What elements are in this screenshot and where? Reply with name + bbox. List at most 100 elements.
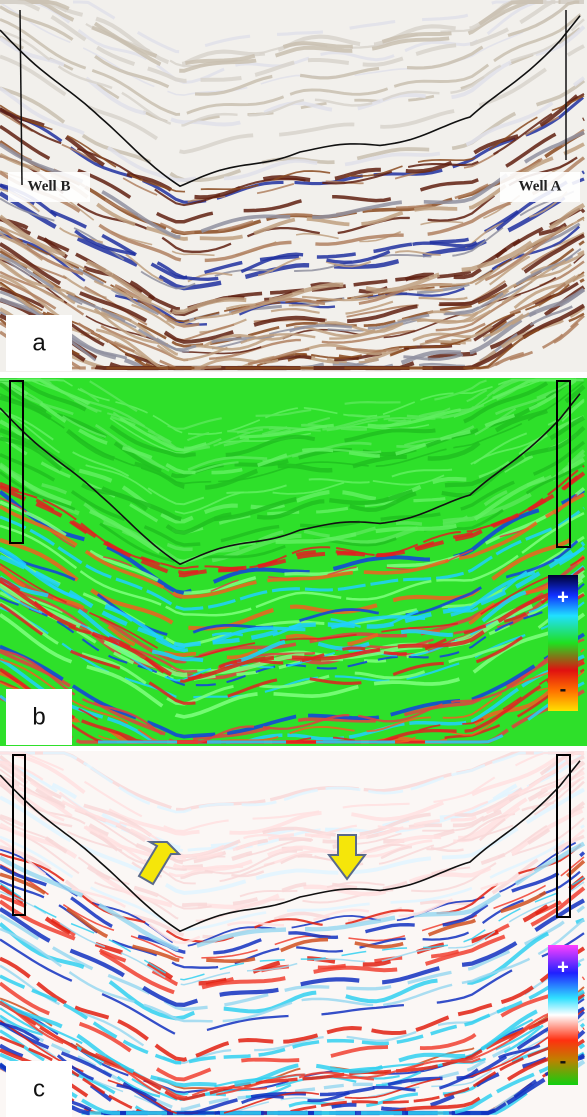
reflector [0, 881, 585, 986]
reflector [0, 384, 586, 490]
reflector [0, 529, 586, 631]
reflector [0, 995, 585, 1102]
reflector [0, 998, 585, 1101]
reflector [0, 277, 585, 370]
reflector [0, 932, 585, 1037]
reflector [0, 271, 585, 369]
reflector [0, 177, 585, 281]
reflector [0, 0, 584, 83]
reflector [0, 378, 584, 450]
reflector [0, 856, 585, 960]
reflector [0, 918, 585, 1023]
reflector [0, 398, 585, 506]
reflector [0, 654, 585, 744]
well-label: Well B [28, 178, 71, 194]
reflector [0, 233, 585, 342]
reflector [0, 1, 584, 96]
reflector [0, 378, 584, 477]
reflector [0, 18, 585, 127]
reflector [0, 775, 585, 885]
well-log [556, 754, 571, 918]
reflector [0, 233, 585, 344]
reflector [0, 1043, 586, 1115]
panel-label: a [32, 329, 46, 356]
reflector [0, 312, 585, 370]
reflector [0, 457, 586, 564]
reflector [0, 767, 585, 875]
well-label-box [500, 172, 580, 202]
horizon [0, 760, 581, 933]
reflector [0, 379, 584, 452]
reflector [0, 565, 586, 665]
reflector [0, 905, 586, 1012]
reflector [0, 415, 585, 524]
reflector [0, 380, 585, 485]
reflector [0, 102, 585, 204]
reflector [0, 92, 585, 207]
panel-b [0, 378, 587, 746]
reflector [0, 378, 584, 475]
reflector [0, 465, 585, 570]
reflector [0, 840, 585, 944]
reflector [0, 378, 584, 458]
reflector [0, 591, 585, 706]
well-log [9, 380, 24, 544]
reflector [0, 273, 585, 370]
panel-label-box [6, 315, 72, 371]
panel-label: c [33, 1075, 45, 1102]
reflector [0, 492, 585, 599]
reflector [0, 838, 585, 948]
reflector [0, 0, 584, 54]
reflector [0, 0, 584, 96]
reflector [0, 1009, 585, 1114]
colorbar-minus: - [560, 1050, 567, 1072]
reflector [0, 213, 585, 328]
reflector [0, 247, 585, 352]
reflector [0, 95, 585, 204]
reflector [0, 251, 585, 357]
reflector [0, 221, 585, 326]
panel-label-box [6, 1061, 72, 1117]
reflector [0, 400, 585, 515]
reflector [0, 0, 584, 73]
reflector [0, 142, 585, 241]
colorbar-plus: + [557, 956, 569, 978]
reflector [0, 976, 586, 1082]
reflector [0, 218, 585, 325]
reflector [0, 867, 585, 969]
reflector [0, 917, 585, 1021]
reflector [0, 575, 586, 682]
well-log [556, 380, 571, 548]
reflector [0, 775, 585, 878]
well-log [12, 754, 26, 916]
well-track [19, 9, 23, 186]
reflector [0, 378, 584, 430]
reflector [0, 151, 585, 253]
reflector [0, 175, 585, 286]
reflector [0, 89, 586, 200]
reflector [0, 762, 585, 862]
panel-label: b [32, 703, 45, 730]
horizon [0, 15, 581, 188]
reflector [0, 989, 585, 1088]
reflector [0, 824, 585, 932]
arrow [327, 834, 367, 881]
reflector [0, 155, 585, 257]
reflector [0, 660, 585, 744]
reflector [0, 751, 584, 859]
reflector [0, 545, 586, 653]
overlays: Well B Well A + - + - a b c [6, 9, 580, 1117]
reflector [0, 946, 586, 1062]
reflector [0, 426, 586, 535]
reflector [0, 638, 585, 744]
reflector [0, 181, 586, 291]
reflector [0, 252, 585, 351]
reflector [0, 1018, 585, 1114]
reflector [0, 379, 584, 436]
reflector [0, 128, 585, 234]
horizon [0, 393, 581, 566]
reflector [0, 440, 586, 547]
reflector [0, 488, 586, 595]
reflector [0, 270, 585, 370]
